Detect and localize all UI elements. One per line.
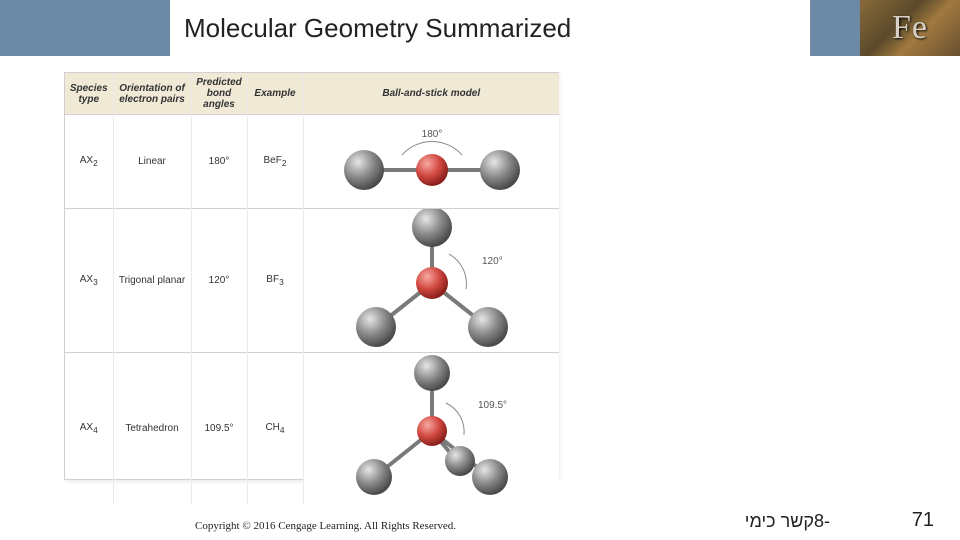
example-cell: BeF2 xyxy=(247,115,303,209)
tetrahedral-model-icon: 109.5° xyxy=(304,353,560,501)
element-badge: Fe xyxy=(860,0,960,56)
example-cell: BF3 xyxy=(247,209,303,353)
example-sub: 3 xyxy=(279,277,284,287)
title-container: Molecular Geometry Summarized xyxy=(170,0,810,56)
angle-label: 109.5° xyxy=(478,400,507,411)
angle-label: 120° xyxy=(482,256,503,267)
chapter-label: -8קשר כימי xyxy=(745,511,830,532)
table-row: AX2 Linear 180° BeF2 180° xyxy=(65,115,559,209)
col-example-header: Example xyxy=(247,73,303,115)
model-cell: 180° xyxy=(303,115,559,209)
example-sub: 4 xyxy=(280,425,285,435)
angle-cell: 180° xyxy=(191,115,247,209)
orientation-cell: Trigonal planar xyxy=(113,209,191,353)
angle-label: 180° xyxy=(421,129,442,140)
species-sub: 3 xyxy=(93,277,98,287)
copyright-text: Copyright © 2016 Cengage Learning. All R… xyxy=(195,520,456,532)
model-cell: 120° xyxy=(303,209,559,353)
orientation-cell: Tetrahedron xyxy=(113,353,191,505)
angle-cell: 120° xyxy=(191,209,247,353)
example-sub: 2 xyxy=(282,158,287,168)
angle-cell: 109.5° xyxy=(191,353,247,505)
example-text: BeF xyxy=(264,155,282,166)
col-species-header: Species type xyxy=(65,73,113,115)
col-orientation-header: Orientation of electron pairs xyxy=(113,73,191,115)
slide: Molecular Geometry Summarized Fe xyxy=(0,0,960,540)
table-row: AX4 Tetrahedron 109.5° CH4 xyxy=(65,353,559,505)
species-text: AX xyxy=(80,274,93,285)
table-row: AX3 Trigonal planar 120° BF3 120° xyxy=(65,209,559,353)
linear-model-icon: 180° xyxy=(304,115,560,205)
species-cell: AX4 xyxy=(65,353,113,505)
page-title: Molecular Geometry Summarized xyxy=(184,13,571,44)
geometry-table: Species type Orientation of electron pai… xyxy=(64,72,558,480)
species-sub: 2 xyxy=(93,158,98,168)
model-cell: 109.5° xyxy=(303,353,559,505)
species-text: AX xyxy=(80,155,93,166)
table-header-row: Species type Orientation of electron pai… xyxy=(65,73,559,115)
species-cell: AX2 xyxy=(65,115,113,209)
species-text: AX xyxy=(80,422,93,433)
example-cell: CH4 xyxy=(247,353,303,505)
title-bar: Molecular Geometry Summarized Fe xyxy=(0,0,960,56)
example-text: CH xyxy=(265,422,279,433)
orientation-cell: Linear xyxy=(113,115,191,209)
element-symbol: Fe xyxy=(892,9,928,47)
species-sub: 4 xyxy=(93,425,98,435)
page-number: 71 xyxy=(912,509,934,532)
example-text: BF xyxy=(266,274,279,285)
col-angle-header: Predicted bond angles xyxy=(191,73,247,115)
trigonal-model-icon: 120° xyxy=(304,209,560,349)
table: Species type Orientation of electron pai… xyxy=(65,72,559,504)
species-cell: AX3 xyxy=(65,209,113,353)
col-model-header: Ball-and-stick model xyxy=(303,73,559,115)
